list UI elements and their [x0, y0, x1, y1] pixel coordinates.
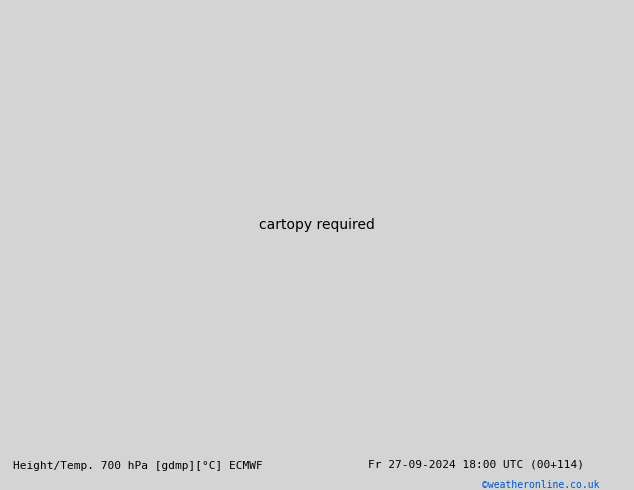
Text: ©weatheronline.co.uk: ©weatheronline.co.uk — [482, 480, 599, 490]
Text: cartopy required: cartopy required — [259, 219, 375, 232]
Text: Fr 27-09-2024 18:00 UTC (00+114): Fr 27-09-2024 18:00 UTC (00+114) — [368, 460, 584, 469]
Text: Height/Temp. 700 hPa [gdmp][°C] ECMWF: Height/Temp. 700 hPa [gdmp][°C] ECMWF — [13, 462, 262, 471]
